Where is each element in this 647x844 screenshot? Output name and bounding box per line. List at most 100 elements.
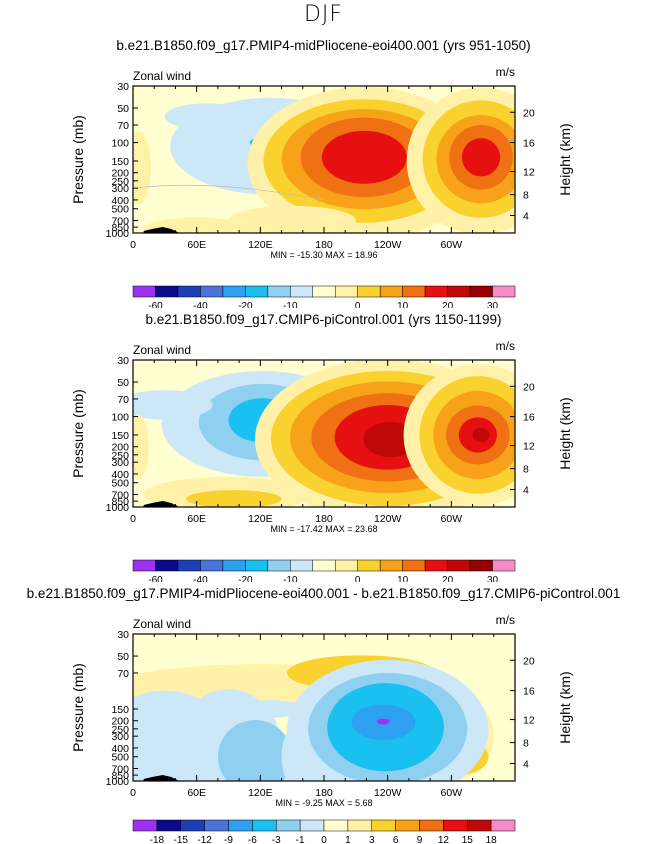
colorbar-swatch — [357, 285, 381, 298]
y-tick-label: 200 — [111, 716, 129, 728]
y-tick-label: 400 — [111, 743, 129, 755]
x-tick-label: 180 — [315, 239, 333, 251]
y-tick-label: 30 — [117, 81, 129, 93]
colorbar-swatch — [467, 819, 492, 832]
y-right-axis-label: Height (km) — [557, 123, 573, 195]
colorbar-label: 9 — [417, 835, 423, 844]
y-tick-label: 70 — [117, 668, 129, 680]
y-tick-label: 400 — [111, 469, 129, 481]
x-tick-label: 180 — [315, 787, 333, 799]
y-tick-label: 200 — [111, 442, 129, 454]
negative-anomaly — [239, 700, 303, 718]
y-tick-label: 150 — [111, 156, 129, 168]
colorbar-label: 20 — [442, 575, 454, 582]
colorbar-label: -60 — [148, 575, 163, 582]
x-tick-label: 0 — [130, 513, 136, 525]
x-tick-label: 60W — [441, 513, 463, 525]
colorbar-swatch — [180, 819, 205, 832]
y-right-axis-label: Height (km) — [557, 671, 573, 743]
panel-2-title: b.e21.B1850.f09_g17.CMIP6-piControl.001 … — [145, 312, 502, 327]
colorbar-label: 0 — [355, 575, 361, 582]
y-tick-label: 1000 — [106, 228, 130, 240]
colorbar-swatch — [490, 819, 516, 832]
y-right-tick-label: 12 — [523, 715, 535, 727]
colorbar-label: 1 — [345, 835, 351, 844]
y-right-tick-label: 4 — [523, 759, 529, 771]
colorbar-label: -6 — [248, 835, 257, 844]
colorbar-swatch — [204, 819, 229, 832]
x-tick-label: 60E — [187, 239, 206, 251]
colorbar-label: -10 — [283, 575, 298, 582]
colorbar-swatch — [252, 819, 277, 832]
colorbar-swatch — [334, 559, 358, 572]
x-tick-label: 180 — [315, 513, 333, 525]
y-tick-label: 850 — [111, 770, 129, 782]
colorbar-swatch — [447, 285, 471, 298]
y-right-tick-label: 20 — [523, 381, 535, 393]
x-tick-label: 60E — [187, 513, 206, 525]
variable-label: Zonal wind — [133, 69, 191, 83]
colorbar-label: -9 — [224, 835, 233, 844]
terrain — [143, 775, 178, 781]
colorbar-label: -12 — [197, 835, 212, 844]
colorbar-swatch — [312, 285, 336, 298]
colorbar-swatch — [347, 819, 372, 832]
y-right-tick-label: 12 — [523, 167, 535, 179]
colorbar-label: -1 — [296, 835, 305, 844]
colorbar-label: -15 — [174, 835, 189, 844]
units-label: m/s — [496, 339, 515, 353]
colorbar-swatch — [276, 819, 301, 832]
surface-westerly — [186, 490, 282, 507]
colorbar-swatch — [492, 285, 516, 298]
terrain — [143, 227, 178, 233]
y-right-tick-label: 16 — [523, 138, 535, 150]
y-right-tick-label: 8 — [523, 738, 529, 750]
colorbar-swatch — [357, 559, 381, 572]
panel-3-chart: 0 60E 120E 180 120W 60W3050701502002503004005… — [70, 613, 573, 844]
x-tick-label: 60W — [441, 239, 463, 251]
contour-fill — [133, 634, 515, 781]
variable-label: Zonal wind — [133, 343, 191, 357]
colorbar-label: 30 — [487, 575, 499, 582]
y-tick-label: 1000 — [106, 502, 130, 514]
y-tick-label: 50 — [117, 103, 129, 115]
x-tick-label: 0 — [130, 787, 136, 799]
y-tick-label: 500 — [111, 204, 129, 216]
contour-fill — [133, 86, 515, 233]
y-tick-label: 700 — [111, 764, 129, 776]
colorbar-swatch — [469, 285, 493, 298]
colorbar-swatch — [155, 285, 179, 298]
jet-max — [321, 130, 407, 184]
colorbar-swatch — [132, 559, 156, 572]
y-tick-label: 700 — [111, 490, 129, 502]
y-tick-label: 300 — [111, 731, 129, 743]
westerly-edge — [133, 131, 152, 205]
y-axis-label: Pressure (mb) — [70, 663, 86, 752]
jet-max — [472, 427, 490, 443]
y-tick-label: 700 — [111, 216, 129, 228]
colorbar-label: 10 — [397, 575, 409, 582]
y-right-tick-label: 20 — [523, 107, 535, 119]
x-tick-label: 0 — [130, 239, 136, 251]
colorbar-label: 0 — [355, 301, 361, 308]
colorbar-label: 20 — [442, 301, 454, 308]
y-tick-label: 150 — [111, 430, 129, 442]
y-tick-label: 200 — [111, 168, 129, 180]
colorbar-swatch — [200, 285, 224, 298]
easterly-region — [164, 103, 250, 130]
colorbar-label: -10 — [283, 301, 298, 308]
colorbar-swatch — [424, 285, 448, 298]
colorbar-swatch — [312, 559, 336, 572]
y-tick-label: 250 — [111, 724, 129, 736]
y-right-tick-label: 12 — [523, 441, 535, 453]
variable-label: Zonal wind — [133, 617, 191, 631]
contour-fill — [133, 360, 515, 507]
colorbar-swatch — [228, 819, 253, 832]
colorbar-label: 15 — [462, 835, 474, 844]
colorbar-swatch — [155, 559, 179, 572]
y-tick-label: 500 — [111, 752, 129, 764]
y-tick-label: 850 — [111, 222, 129, 234]
colorbar-label: 30 — [487, 301, 499, 308]
colorbar-label: -18 — [150, 835, 165, 844]
y-right-tick-label: 16 — [523, 686, 535, 698]
